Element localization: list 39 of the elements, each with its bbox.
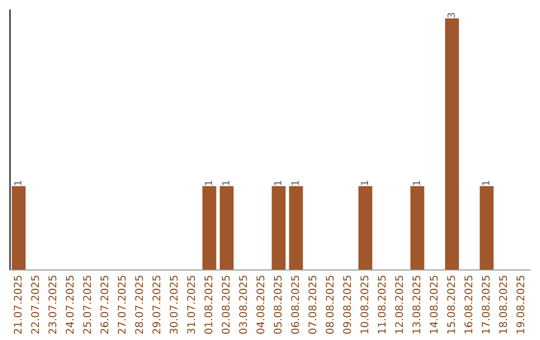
data-label: 1 [360, 180, 368, 186]
x-tick-label: 16.08.2025 [464, 276, 472, 334]
x-tick-label: 15.08.2025 [447, 276, 456, 334]
x-tick-label: 09.08.2025 [343, 276, 352, 334]
data-label: 1 [292, 180, 299, 186]
x-tick-label: 06.08.2025 [291, 276, 300, 334]
data-label: 1 [222, 180, 230, 186]
x-tick-label: 18.08.2025 [499, 276, 508, 334]
x-tick-label: 08.08.2025 [326, 276, 334, 334]
x-tick-label: 03.08.2025 [239, 276, 248, 334]
x-tick-label: 13.08.2025 [412, 276, 420, 334]
data-label: 1 [14, 180, 22, 186]
x-tick-label: 24.07.2025 [66, 276, 74, 334]
x-tick-label: 02.08.2025 [222, 276, 230, 334]
data-label: 1 [274, 180, 282, 186]
x-tick-label: 04.08.2025 [256, 276, 264, 334]
x-tick-label: 29.07.2025 [152, 276, 160, 334]
x-tick-label: 23.07.2025 [48, 276, 56, 334]
data-label: 1 [482, 180, 490, 186]
x-tick-label: 30.07.2025 [170, 276, 178, 334]
data-label: 3 [447, 12, 455, 18]
data-label: 1 [204, 180, 212, 186]
x-tick-label: 14.08.2025 [430, 276, 438, 334]
x-tick-label: 12.08.2025 [395, 276, 404, 334]
x-tick-label: 25.07.2025 [83, 276, 92, 334]
x-tick-label: 17.08.2025 [482, 276, 490, 334]
x-tick-label: 10.08.2025 [360, 276, 368, 334]
x-tick-label: 22.07.2025 [31, 276, 40, 334]
x-tick-label: 31.07.2025 [187, 276, 196, 334]
x-tick-label: 28.07.2025 [135, 276, 144, 334]
x-tick-label: 21.07.2025 [14, 276, 22, 334]
x-tick-label: 11.08.2025 [378, 276, 386, 334]
data-label: 1 [412, 180, 420, 186]
x-tick-label: 07.08.2025 [308, 276, 316, 334]
x-tick-label: 27.07.2025 [118, 276, 126, 334]
x-tick-label: 19.08.2025 [516, 276, 524, 334]
x-tick-label: 26.07.2025 [100, 276, 108, 334]
x-tick-label: 01.08.2025 [204, 276, 212, 334]
x-tick-label: 05.08.2025 [274, 276, 282, 334]
